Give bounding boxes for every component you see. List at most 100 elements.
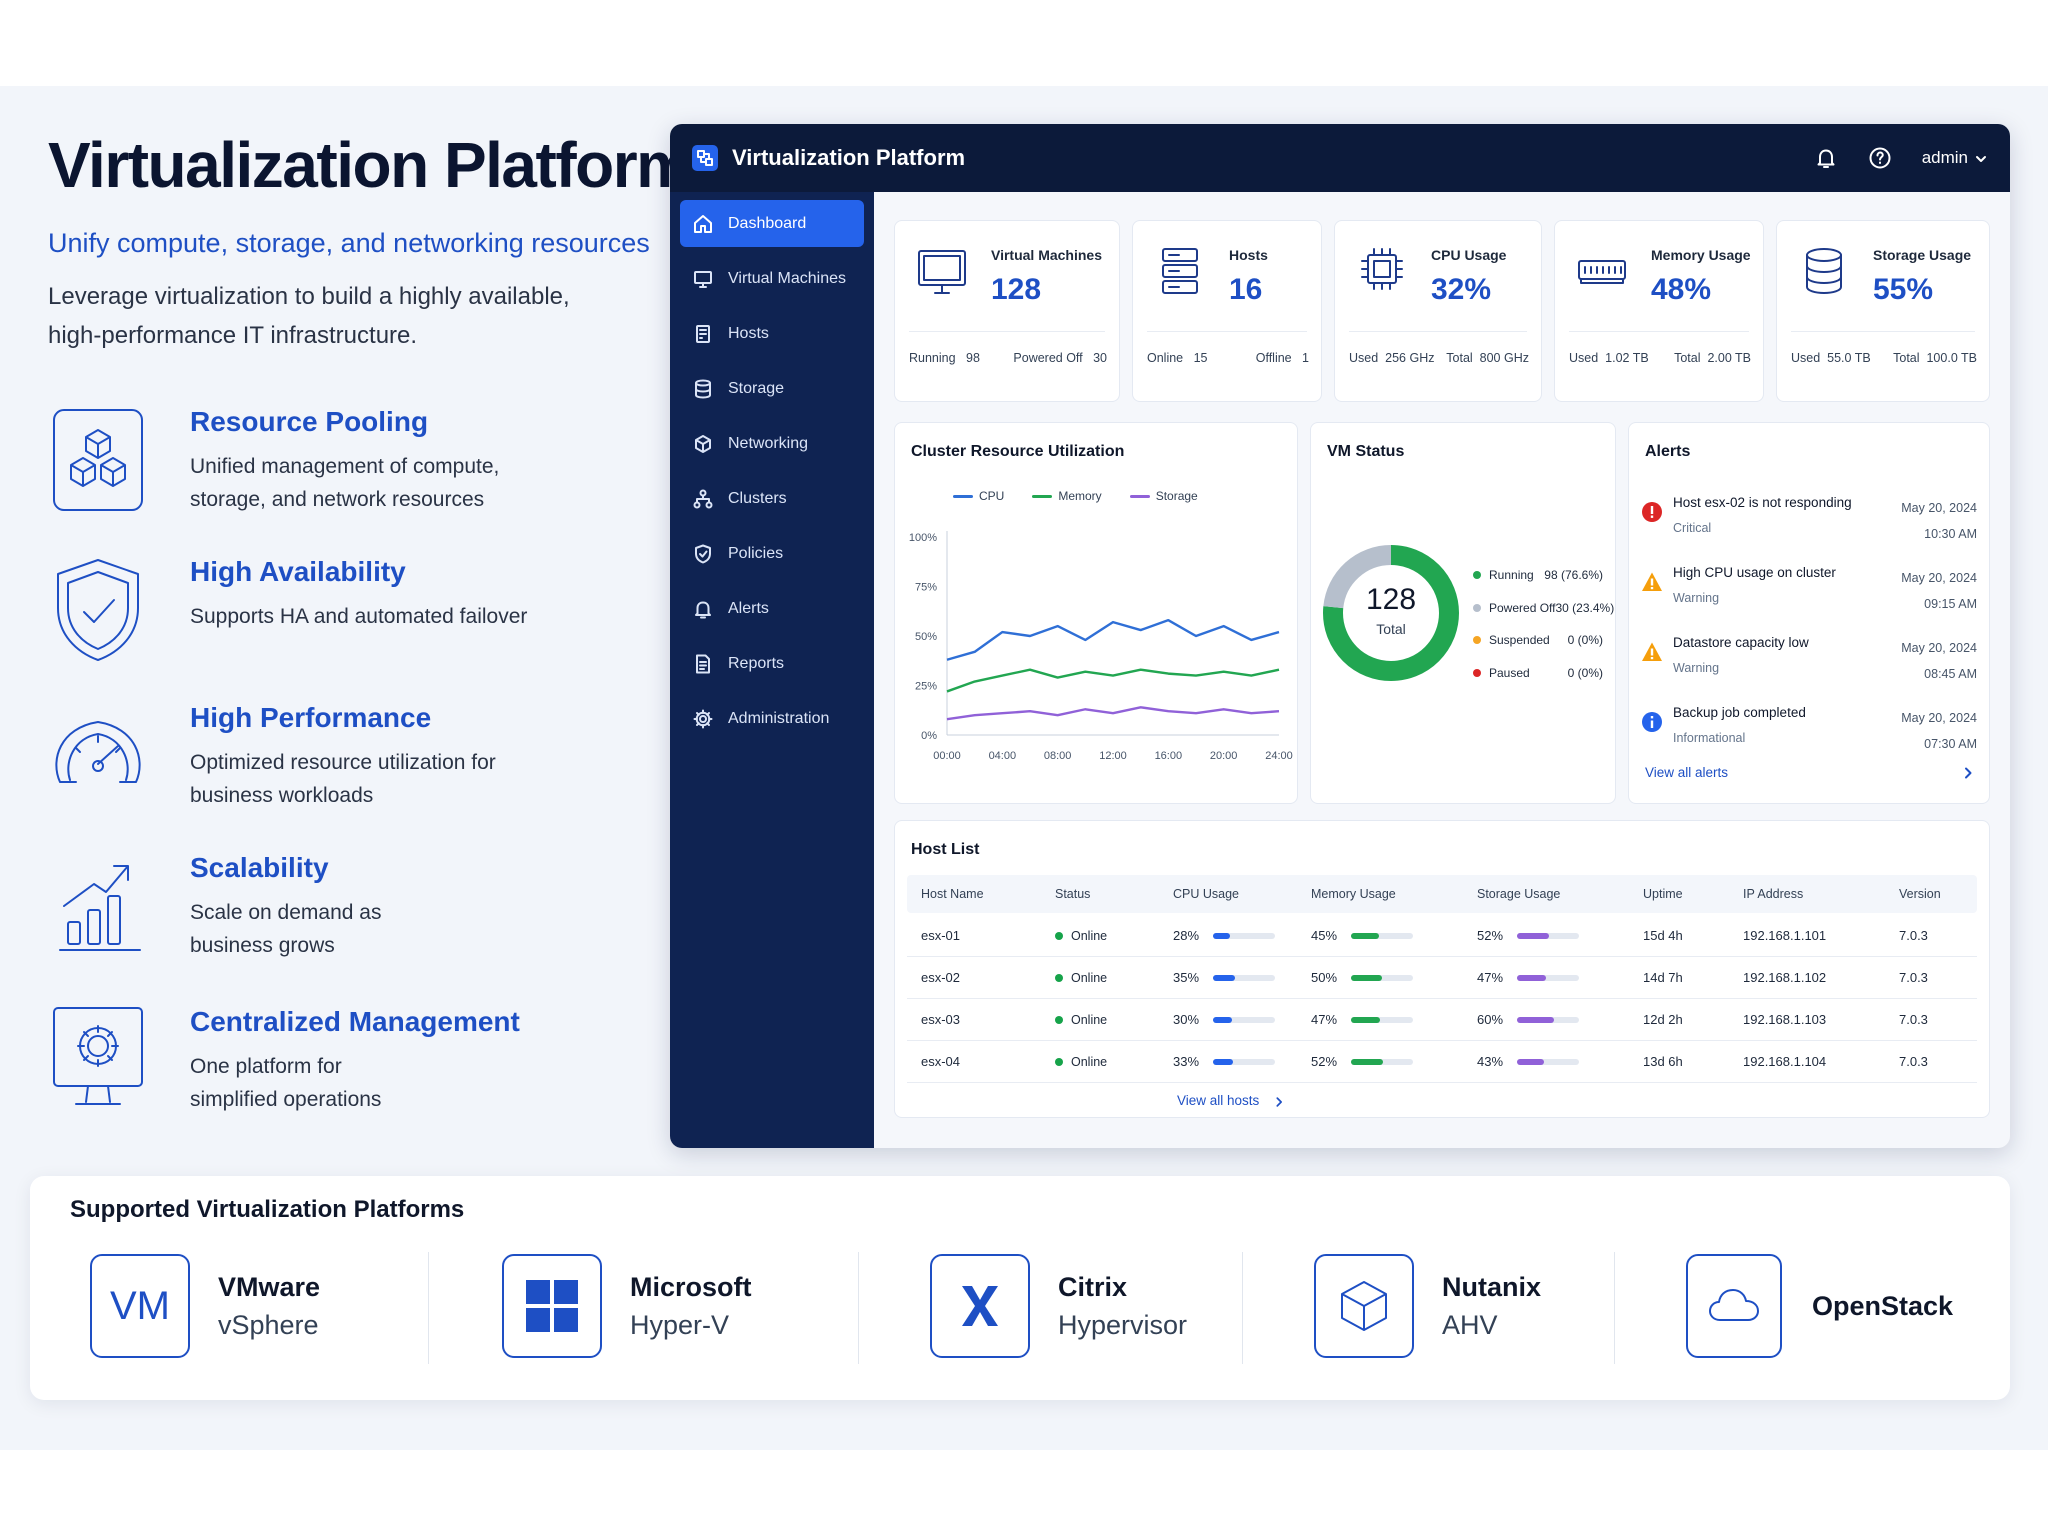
y-tick-label: 50%: [915, 631, 937, 643]
host-status-label: Online: [1071, 1012, 1108, 1027]
sidebar-item-hosts[interactable]: Hosts: [680, 310, 864, 357]
alert-date: May 20, 2024: [1901, 501, 1977, 515]
host-list-card: Host List Host Name Status CPU Usage Mem…: [894, 820, 1990, 1118]
feature-title: Scalability: [190, 852, 329, 883]
host-ip: 192.168.1.102: [1743, 970, 1827, 985]
cpu-bar: [1213, 974, 1276, 981]
sidebar-item-administration[interactable]: Administration: [680, 695, 864, 742]
notifications-bell-icon[interactable]: [1814, 146, 1838, 170]
alert-severity: Informational: [1673, 731, 1746, 745]
stat-label: Storage Usage: [1873, 247, 1972, 263]
stat-foot-label: Total: [1674, 351, 1701, 365]
cpu-value: 35%: [1173, 970, 1200, 985]
legend-item-storage: Storage: [1129, 489, 1198, 503]
stat-foot-value: 256 GHz: [1385, 351, 1435, 365]
series-line-cpu: [946, 618, 1280, 661]
alert-item[interactable]: Host esx-02 is not responding Critical M…: [1641, 493, 1977, 553]
table-row[interactable]: esx-03 Online 30% 47% 60% 12d 2h 192.168…: [907, 999, 1977, 1041]
sidebar-item-label: Alerts: [728, 599, 769, 617]
stat-foot-label: Offline: [1255, 351, 1292, 365]
sidebar-item-networking[interactable]: Networking: [680, 420, 864, 467]
alert-item[interactable]: Datastore capacity low Warning May 20, 2…: [1641, 633, 1977, 693]
stat-label: CPU Usage: [1431, 247, 1507, 263]
stat-foot-value: 800 GHz: [1479, 351, 1529, 365]
stat-card-hosts[interactable]: Hosts 16 Online 15 Offline 1: [1132, 220, 1322, 402]
storage-value: 52%: [1477, 928, 1504, 943]
y-tick-label: 25%: [915, 681, 937, 693]
table-row[interactable]: esx-01 Online 28% 45% 52% 15d 4h 192.168…: [907, 915, 1977, 957]
chevron-right-icon[interactable]: [1961, 766, 1975, 780]
app-window: Virtualization Platform admin Dashboard …: [670, 124, 2010, 1148]
stat-card-storage-usage[interactable]: Storage Usage 55% Used 55.0 TB Total 100…: [1776, 220, 1990, 402]
stat-card-cpu-usage[interactable]: CPU Usage 32% Used 256 GHz Total 800 GHz: [1334, 220, 1542, 402]
storage-usage: 60%: [1477, 999, 1580, 1040]
y-tick-label: 0%: [921, 730, 937, 742]
sidebar-item-alerts[interactable]: Alerts: [680, 585, 864, 632]
platform-nutanix: Nutanix AHV: [1314, 1254, 1541, 1358]
storage-bar: [1517, 1016, 1580, 1023]
alert-time: 08:45 AM: [1924, 667, 1977, 681]
table-row[interactable]: esx-04 Online 33% 52% 43% 13d 6h 192.168…: [907, 1041, 1977, 1083]
hero-subtitle: Unify compute, storage, and networking r…: [48, 228, 650, 258]
host-name: esx-02: [921, 970, 961, 985]
stat-footer: Used 1.02 TB Total 2.00 TB: [1569, 351, 1751, 365]
sidebar-item-policies[interactable]: Policies: [680, 530, 864, 577]
memory-bar-fill: [1351, 1058, 1384, 1065]
host-ip: 192.168.1.104: [1743, 1054, 1827, 1069]
stat-foot-label: Total: [1893, 351, 1920, 365]
alert-date: May 20, 2024: [1901, 711, 1977, 725]
chevron-right-icon[interactable]: [1273, 1095, 1285, 1107]
cpu-usage: 35%: [1173, 957, 1276, 998]
sidebar-item-reports[interactable]: Reports: [680, 640, 864, 687]
feature-description-line: simplified operations: [190, 1088, 382, 1111]
stat-footer: Online 15 Offline 1: [1147, 351, 1309, 365]
x-tick-label: 00:00: [933, 750, 961, 762]
memory-bar: [1351, 1016, 1414, 1023]
host-status: Online: [1055, 1041, 1107, 1082]
host-status: Online: [1055, 999, 1107, 1040]
sidebar-item-clusters[interactable]: Clusters: [680, 475, 864, 522]
alert-date: May 20, 2024: [1901, 641, 1977, 655]
citrix-icon: [930, 1254, 1030, 1358]
view-all-alerts-link[interactable]: View all alerts: [1645, 765, 1729, 780]
platform-vmware: VM VMware vSphere: [90, 1254, 320, 1358]
network-icon: [692, 433, 714, 455]
alert-item[interactable]: High CPU usage on cluster Warning May 20…: [1641, 563, 1977, 623]
sidebar-item-virtual-machines[interactable]: Virtual Machines: [680, 255, 864, 302]
alert-item[interactable]: Backup job completed Informational May 2…: [1641, 703, 1977, 763]
stat-foot-label: Used: [1569, 351, 1599, 365]
host-name: esx-04: [921, 1054, 961, 1069]
series-line-memory: [946, 668, 1280, 693]
hero: Virtualization Platform Unify compute, s…: [48, 128, 693, 355]
help-icon[interactable]: [1868, 146, 1892, 170]
feature-description-line: business grows: [190, 934, 335, 957]
memory-value: 45%: [1311, 928, 1338, 943]
divider: [1791, 331, 1975, 332]
user-menu[interactable]: admin: [1922, 148, 1988, 168]
status-dot: [1055, 973, 1063, 982]
legend-label: Storage: [1155, 489, 1198, 503]
stat-foot-value: 2.00 TB: [1707, 351, 1751, 365]
sidebar-item-storage[interactable]: Storage: [680, 365, 864, 412]
shield-check-icon: [48, 556, 148, 664]
vm-status-donut: [1323, 545, 1459, 681]
donut-total: 128: [1365, 583, 1417, 616]
stat-card-memory-usage[interactable]: Memory Usage 48% Used 1.02 TB Total 2.00…: [1554, 220, 1764, 402]
legend-dot: [1473, 571, 1481, 580]
vm-status-card: VM Status 128 Total Running 98 (76.6%) Po…: [1310, 422, 1616, 804]
table-row[interactable]: esx-02 Online 35% 50% 47% 14d 7h 192.168…: [907, 957, 1977, 999]
column-header: Status: [1055, 887, 1091, 901]
legend-dot: [1473, 603, 1481, 612]
divider: [1349, 331, 1527, 332]
feature-description-line: Supports HA and automated failover: [190, 605, 528, 628]
view-all-hosts-link[interactable]: View all hosts: [1177, 1093, 1260, 1108]
stat-foot-label: Running: [909, 351, 956, 365]
x-tick-label: 20:00: [1210, 750, 1238, 762]
host-uptime: 13d 6h: [1643, 1054, 1683, 1069]
stat-card-virtual-machines[interactable]: Virtual Machines 128 Running 98 Powered …: [894, 220, 1120, 402]
stat-foot-label: Total: [1446, 351, 1473, 365]
vm-status-value: 0 (0%): [1567, 665, 1603, 680]
storage-bar-fill: [1517, 1058, 1544, 1065]
sidebar-item-dashboard[interactable]: Dashboard: [680, 200, 864, 247]
column-header: Storage Usage: [1477, 887, 1561, 901]
